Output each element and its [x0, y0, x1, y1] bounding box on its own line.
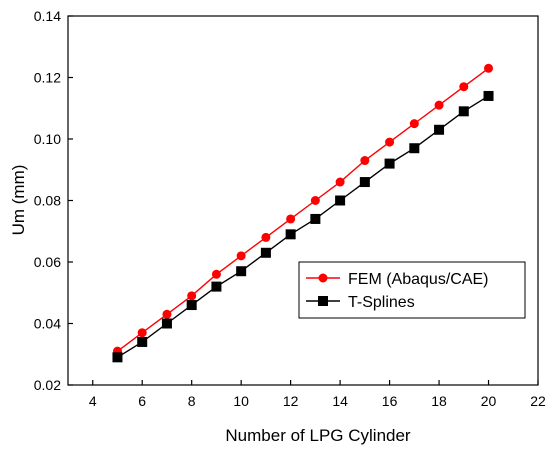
x-tick-label: 18 — [431, 393, 447, 409]
data-point-1 — [483, 90, 494, 101]
x-axis-ticks: 4 6 8 10 12 14 16 18 20 22 — [89, 380, 546, 409]
y-tick-label: 0.06 — [34, 254, 61, 270]
data-point-0 — [137, 328, 147, 338]
data-point-1 — [236, 266, 247, 277]
y-tick-label: 0.04 — [34, 316, 61, 332]
data-point-1 — [458, 106, 469, 117]
data-point-0 — [385, 137, 395, 147]
data-point-1 — [335, 195, 346, 206]
y-axis-ticks: 0.02 0.04 0.06 0.08 0.10 0.12 0.14 — [34, 8, 73, 393]
data-point-0 — [187, 291, 197, 301]
data-point-1 — [112, 352, 123, 363]
data-point-1 — [285, 229, 296, 240]
data-point-1 — [211, 281, 222, 292]
data-point-0 — [261, 232, 271, 242]
x-tick-label: 6 — [138, 393, 146, 409]
data-point-0 — [409, 119, 419, 129]
data-point-0 — [459, 82, 469, 92]
series-line-1 — [117, 95, 489, 358]
series-layer — [112, 63, 494, 363]
data-point-1 — [359, 177, 370, 188]
y-tick-label: 0.12 — [34, 70, 61, 86]
y-tick-label: 0.14 — [34, 8, 61, 24]
x-tick-label: 4 — [89, 393, 97, 409]
data-point-1 — [161, 318, 172, 329]
plot-area — [67, 15, 539, 386]
x-tick-label: 22 — [530, 393, 546, 409]
data-point-0 — [310, 196, 320, 205]
series-line-0 — [117, 67, 489, 352]
data-point-0 — [162, 309, 172, 319]
x-tick-label: 8 — [188, 393, 196, 409]
data-point-1 — [434, 124, 445, 135]
legend-marker-tsplines — [318, 296, 328, 306]
y-axis-title: Um (mm) — [9, 165, 28, 236]
x-tick-label: 12 — [283, 393, 299, 409]
data-point-0 — [211, 269, 221, 279]
legend-box — [298, 261, 526, 319]
data-point-0 — [236, 251, 246, 261]
data-point-0 — [286, 214, 296, 224]
x-tick-label: 16 — [382, 393, 398, 409]
data-point-1 — [186, 300, 197, 311]
data-point-1 — [384, 158, 395, 169]
data-point-0 — [434, 100, 444, 110]
legend: FEM (Abaqus/CAE) T-Splines — [298, 261, 526, 319]
legend-label-tsplines: T-Splines — [348, 294, 415, 311]
data-point-1 — [409, 143, 420, 154]
data-point-1 — [137, 336, 148, 347]
y-tick-label: 0.02 — [34, 377, 61, 393]
x-axis-title: Number of LPG Cylinder — [225, 426, 411, 445]
y-tick-label: 0.08 — [34, 193, 61, 209]
data-point-1 — [310, 213, 321, 224]
legend-label-fem: FEM (Abaqus/CAE) — [348, 271, 488, 288]
x-tick-label: 10 — [233, 393, 249, 409]
y-tick-label: 0.10 — [34, 131, 61, 147]
data-point-0 — [484, 63, 494, 73]
data-point-0 — [360, 156, 370, 166]
legend-marker-fem — [318, 273, 328, 283]
data-point-1 — [260, 247, 271, 258]
data-point-0 — [335, 177, 345, 187]
x-tick-label: 14 — [332, 393, 348, 409]
x-tick-label: 20 — [481, 393, 497, 409]
